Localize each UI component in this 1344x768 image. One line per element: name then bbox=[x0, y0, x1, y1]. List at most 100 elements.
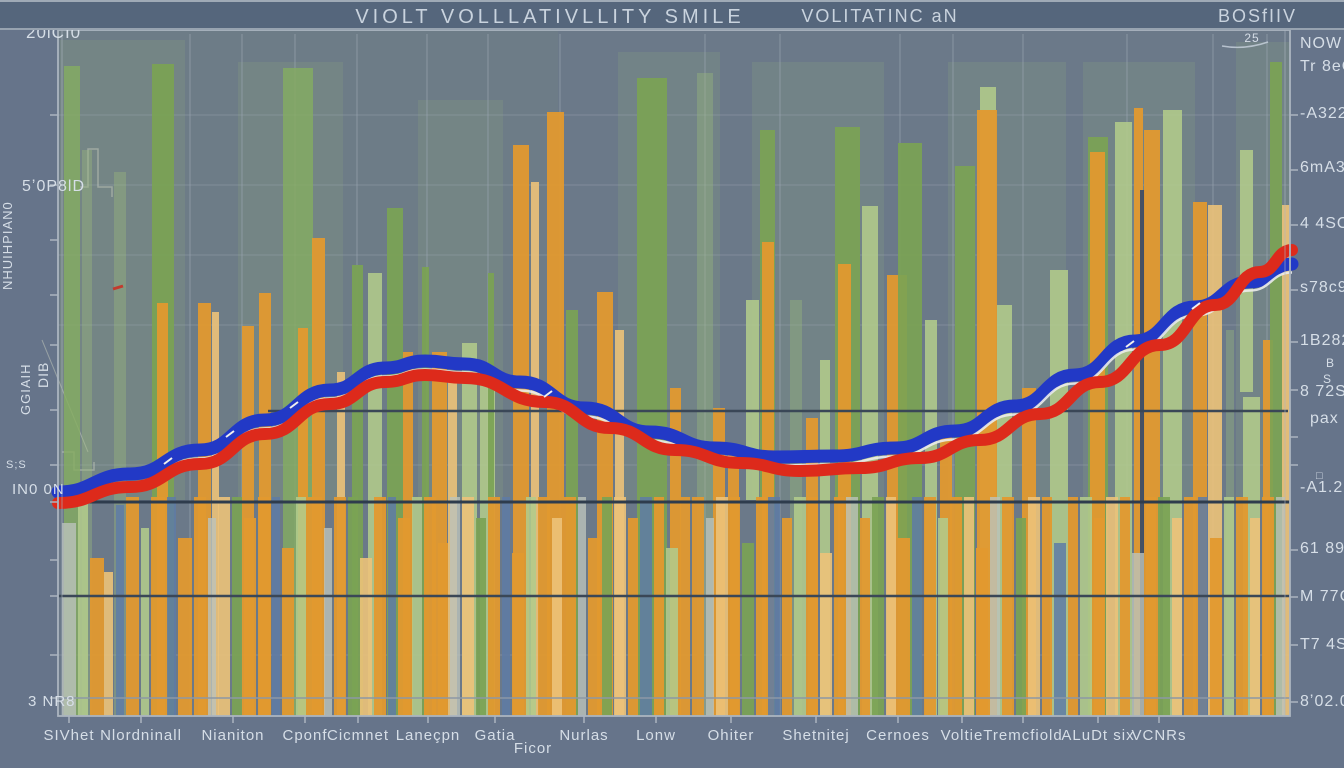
bar-bottom-strip bbox=[296, 497, 306, 716]
bar-bottom-strip bbox=[564, 497, 576, 716]
bar-bottom-strip bbox=[1146, 497, 1156, 716]
bar-bottom-strip bbox=[886, 497, 896, 716]
bar-bottom-strip bbox=[141, 528, 149, 716]
bar-bottom-strip bbox=[706, 518, 714, 716]
bar-bottom-strip bbox=[1210, 538, 1222, 716]
red-tick-mark bbox=[112, 284, 124, 291]
bar-bottom-strip bbox=[808, 497, 818, 716]
y-axis-label-left: DIB bbox=[35, 362, 51, 388]
bar-bottom-strip bbox=[912, 497, 922, 716]
y-axis-label-right: -A1.28 bbox=[1300, 479, 1344, 496]
bar-bottom-strip bbox=[62, 523, 76, 716]
bar bbox=[352, 265, 363, 716]
bar-bottom-strip bbox=[924, 497, 936, 716]
bar bbox=[82, 150, 92, 716]
bar-bottom-strip bbox=[424, 497, 436, 716]
y-axis-label-right: S bbox=[1323, 372, 1332, 386]
plot-frame bbox=[57, 29, 1291, 717]
x-axis-label: Cernoes bbox=[866, 727, 930, 744]
y-axis-label-right: s78c9 bbox=[1300, 279, 1344, 296]
bar-bottom-strip bbox=[476, 518, 486, 716]
y-axis-label-right: 4 4SO bbox=[1300, 215, 1344, 232]
y-axis-label-right: □ bbox=[1316, 470, 1324, 482]
bar-bottom-strip bbox=[151, 497, 165, 716]
y-axis-label-left: 5ʼ0P8lD bbox=[22, 178, 85, 195]
y-axis-label-right: 1B282 bbox=[1300, 332, 1344, 349]
y-axis-label-left: GGIAIH bbox=[18, 363, 33, 415]
bar-bottom-strip bbox=[272, 497, 280, 716]
bar-bottom-strip bbox=[462, 497, 474, 716]
y-axis-label-right: Tr 8eC bbox=[1300, 58, 1344, 75]
bar-bottom-strip bbox=[512, 553, 524, 716]
bar-bottom-strip bbox=[438, 543, 448, 716]
bar-bottom-strip bbox=[692, 497, 704, 716]
bar bbox=[1140, 190, 1145, 716]
y-axis-label-right: 8ʼ02.0 bbox=[1300, 693, 1344, 710]
y-axis-label-right: 8 72S7 bbox=[1300, 383, 1344, 400]
x-axis-label: Gatia bbox=[475, 727, 516, 744]
bar-bottom-strip bbox=[194, 497, 206, 716]
smile-curve-blue bbox=[51, 257, 1299, 499]
y-axis-label-left: S;S bbox=[6, 459, 27, 471]
x-axis-label: Cponf bbox=[282, 727, 327, 744]
bar-bottom-strip bbox=[1106, 497, 1118, 716]
bar-bottom-strip bbox=[1028, 497, 1040, 716]
bar-bottom-strip bbox=[730, 497, 740, 716]
bar-bottom-strip bbox=[1236, 497, 1248, 716]
bar-bottom-strip bbox=[990, 497, 1000, 716]
bar-bottom-strip bbox=[450, 497, 460, 716]
bar-bottom-strip bbox=[116, 505, 124, 716]
bar-bottom-strip bbox=[552, 518, 562, 716]
bar-bottom-strip bbox=[872, 497, 884, 716]
bar-bottom-strip bbox=[1158, 497, 1170, 716]
bar-bottom-strip bbox=[348, 497, 358, 716]
x-axis-label: Nurlas bbox=[559, 727, 608, 744]
x-axis-label: Voltie bbox=[941, 727, 984, 744]
bar-bottom-strip bbox=[1262, 497, 1274, 716]
step-line bbox=[80, 148, 113, 197]
x-axis-label: Ohiter bbox=[708, 727, 755, 744]
bar-bottom-strip bbox=[126, 497, 139, 716]
bar-bottom-strip bbox=[860, 518, 870, 716]
bar-bottom-strip bbox=[244, 518, 256, 716]
curve-marker bbox=[1125, 340, 1135, 348]
bar-bottom-strip bbox=[1120, 497, 1130, 716]
bar-bottom-strip bbox=[104, 572, 113, 716]
x-axis-label: ALuDt six bbox=[1061, 727, 1134, 744]
bar-bottom-strip bbox=[258, 497, 270, 716]
bar-bottom-strip bbox=[782, 518, 792, 716]
x-axis-label: SIVhet bbox=[43, 727, 94, 744]
bar-bottom-strip bbox=[78, 497, 88, 716]
bar-bottom-strip bbox=[976, 548, 988, 716]
y-axis-label-right: -A322 bbox=[1300, 105, 1344, 122]
bar-bottom-strip bbox=[412, 497, 422, 716]
y-axis-label-right: B bbox=[1326, 356, 1335, 370]
title-strip: VIOLT VOLLLATIVLLITY SMILE VOLITATINC aN… bbox=[0, 0, 1344, 30]
bar-bottom-strip bbox=[588, 538, 600, 716]
bar-bottom-strip bbox=[334, 497, 346, 716]
bar-bottom-strip bbox=[898, 538, 910, 716]
chart-subtitle: VOLITATINC aN bbox=[801, 6, 959, 26]
bar-bottom-strip bbox=[820, 553, 832, 716]
bar-bottom-strip bbox=[1094, 518, 1104, 716]
x-axis-label-row2: Ficor bbox=[514, 740, 552, 757]
bar-bottom-strip bbox=[1054, 543, 1066, 716]
bar-bottom-strip bbox=[488, 497, 500, 716]
bar-bottom-strip bbox=[398, 518, 410, 716]
bar-bottom-strip bbox=[218, 497, 230, 716]
chart-title: VIOLT VOLLLATIVLLITY SMILE bbox=[355, 6, 745, 28]
bar bbox=[212, 312, 219, 716]
bar-bottom-strip bbox=[834, 497, 844, 716]
bar-bottom-strip bbox=[1068, 497, 1078, 716]
bar-bottom-strip bbox=[1002, 497, 1014, 716]
bar-bottom-strip bbox=[1198, 497, 1208, 716]
y-axis-label-left: NHUIHPIAN0 bbox=[0, 201, 15, 290]
bar-bottom-strip bbox=[654, 497, 664, 716]
y-axis-label-left: 3 NR8 bbox=[28, 693, 76, 710]
bar-bottom-strip bbox=[578, 497, 586, 716]
x-axis-label: Tremcfiold bbox=[983, 727, 1062, 744]
corner-title: BOSfIIV bbox=[1218, 6, 1298, 26]
bar bbox=[1282, 205, 1290, 716]
